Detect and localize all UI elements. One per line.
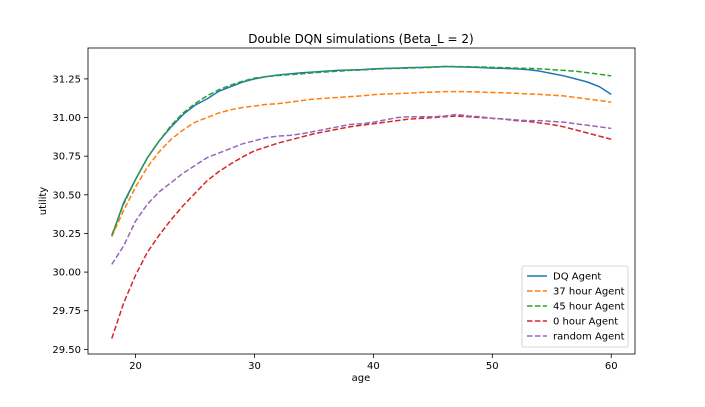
series-line-dq-agent (111, 65, 612, 237)
y-tick-label: 30.75 (52, 152, 81, 163)
y-tick-label: 29.75 (52, 306, 81, 317)
legend-label: 0 hour Agent (553, 317, 618, 328)
series-line-37-hour-agent (111, 90, 612, 237)
y-tick-label: 31.25 (52, 74, 81, 85)
series-line-random-agent (111, 113, 612, 265)
legend-box (521, 265, 629, 348)
chart-title: Double DQN simulations (Beta_L = 2) (248, 32, 473, 46)
x-tick-label: 60 (605, 361, 618, 372)
y-tick-label: 29.50 (52, 345, 81, 356)
series-group (111, 65, 612, 339)
plot-frame (87, 47, 636, 355)
x-tick-label: 40 (367, 361, 380, 372)
y-tick-label: 30.25 (52, 229, 81, 240)
y-tick-label: 30.50 (52, 190, 81, 201)
x-axis: 20 30 40 50 60 (129, 354, 618, 372)
legend-label: 45 hour Agent (553, 302, 625, 313)
series-line-0-hour-agent (111, 115, 612, 339)
legend: DQ Agent 37 hour Agent 45 hour Agent 0 hour… (521, 265, 629, 348)
x-tick-label: 30 (248, 361, 261, 372)
legend-label: random Agent (553, 332, 625, 343)
x-tick-label: 50 (486, 361, 499, 372)
y-tick-label: 30.00 (52, 268, 81, 279)
x-axis-label: age (352, 373, 371, 384)
y-tick-label: 31.00 (52, 113, 81, 124)
legend-label: DQ Agent (553, 272, 601, 283)
y-axis-label: utility (38, 187, 49, 216)
x-tick-label: 20 (129, 361, 142, 372)
y-axis: 29.50 29.75 30.00 30.25 30.50 30.75 31.00 31.25 (52, 74, 88, 356)
legend-label: 37 hour Agent (553, 287, 625, 298)
